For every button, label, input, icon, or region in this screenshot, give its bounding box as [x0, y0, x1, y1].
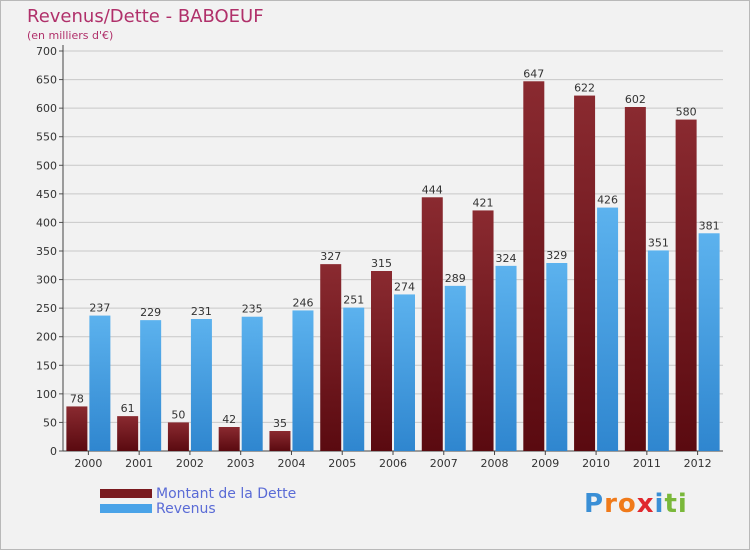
- logo-letter: i: [654, 489, 665, 519]
- bar-dette: [675, 119, 697, 452]
- x-tick-label: 2002: [176, 457, 204, 470]
- x-tick-label: 2004: [277, 457, 305, 470]
- chart-title: Revenus/Dette - BABOEUF: [27, 6, 264, 27]
- proxiti-logo: Proxiti: [584, 489, 688, 519]
- data-label: 289: [445, 272, 466, 285]
- bar-dette: [574, 95, 596, 452]
- x-tick-label: 2012: [684, 457, 712, 470]
- bar-dette: [371, 271, 392, 451]
- bar-dette: [472, 210, 494, 451]
- bar-dette: [523, 81, 545, 452]
- data-label: 274: [394, 280, 415, 293]
- legend-swatch-dette: [100, 489, 152, 498]
- legend-label-revenus: Revenus: [156, 501, 216, 517]
- data-label: 421: [473, 196, 494, 209]
- data-label: 324: [496, 252, 517, 265]
- y-tick-label: 150: [36, 359, 57, 372]
- bar-chart: 0501001502002503003504004505005506006507…: [36, 45, 723, 470]
- data-label: 229: [140, 306, 161, 319]
- bar-revenus: [698, 233, 720, 451]
- data-label: 237: [89, 302, 110, 315]
- bar-dette: [320, 264, 342, 451]
- bar-dette: [66, 406, 88, 451]
- data-label: 35: [273, 417, 287, 430]
- bar-dette: [117, 416, 139, 451]
- data-label: 246: [292, 296, 313, 309]
- bar-revenus: [597, 207, 619, 451]
- y-tick-label: 450: [36, 188, 57, 201]
- x-tick-label: 2001: [125, 457, 153, 470]
- y-tick-label: 600: [36, 102, 57, 115]
- x-tick-label: 2006: [379, 457, 407, 470]
- y-tick-label: 0: [50, 445, 57, 458]
- y-tick-label: 100: [36, 388, 57, 401]
- bar-revenus: [444, 285, 466, 451]
- y-tick-label: 400: [36, 216, 57, 229]
- logo-letter: t: [664, 489, 678, 519]
- x-tick-label: 2003: [227, 457, 255, 470]
- bar-dette: [218, 427, 240, 451]
- y-tick-label: 700: [36, 45, 57, 58]
- x-tick-label: 2010: [582, 457, 610, 470]
- x-tick-label: 2005: [328, 457, 356, 470]
- logo-letter: x: [636, 489, 655, 519]
- data-label: 351: [648, 236, 669, 249]
- bar-revenus: [394, 294, 415, 451]
- bar-revenus: [190, 319, 212, 451]
- x-tick-label: 2009: [531, 457, 559, 470]
- bar-dette: [269, 431, 291, 451]
- bar-revenus: [241, 316, 263, 451]
- y-tick-label: 200: [36, 331, 57, 344]
- bar-revenus: [292, 310, 314, 451]
- data-label: 622: [574, 82, 595, 95]
- data-label: 444: [422, 183, 443, 196]
- data-label: 327: [320, 250, 341, 263]
- bar-dette: [624, 107, 646, 451]
- y-tick-label: 550: [36, 131, 57, 144]
- bar-revenus: [546, 263, 568, 451]
- chart-subtitle: (en milliers d'€): [27, 29, 114, 42]
- bar-revenus: [140, 320, 162, 451]
- data-label: 426: [597, 194, 618, 207]
- data-label: 50: [171, 408, 185, 421]
- y-tick-label: 300: [36, 274, 57, 287]
- legend-label-dette: Montant de la Dette: [156, 486, 297, 502]
- x-tick-label: 2011: [633, 457, 661, 470]
- data-label: 61: [121, 402, 135, 415]
- bar-revenus: [647, 250, 669, 451]
- y-tick-label: 350: [36, 245, 57, 258]
- logo-letter: P: [584, 489, 605, 519]
- logo-letter: r: [604, 489, 618, 519]
- bar-revenus: [495, 265, 517, 451]
- data-label: 42: [222, 413, 236, 426]
- data-label: 251: [343, 294, 364, 307]
- y-tick-label: 650: [36, 74, 57, 87]
- logo-letter: o: [617, 489, 637, 519]
- data-label: 329: [546, 249, 567, 262]
- x-tick-label: 2007: [430, 457, 458, 470]
- data-label: 580: [676, 106, 697, 119]
- bar-dette: [421, 197, 443, 451]
- data-label: 78: [70, 392, 84, 405]
- x-tick-label: 2008: [481, 457, 509, 470]
- data-label: 647: [523, 67, 544, 80]
- data-label: 381: [699, 219, 720, 232]
- data-label: 231: [191, 305, 212, 318]
- y-tick-label: 250: [36, 302, 57, 315]
- x-tick-label: 2000: [74, 457, 102, 470]
- data-label: 315: [371, 257, 392, 270]
- legend-swatch-revenus: [100, 504, 152, 513]
- logo-letter: i: [677, 489, 688, 519]
- bar-revenus: [343, 307, 365, 451]
- y-tick-label: 50: [43, 416, 57, 429]
- bar-dette: [167, 422, 189, 451]
- data-label: 602: [625, 93, 646, 106]
- y-tick-label: 500: [36, 159, 57, 172]
- data-label: 235: [242, 303, 263, 316]
- bar-revenus: [89, 315, 111, 451]
